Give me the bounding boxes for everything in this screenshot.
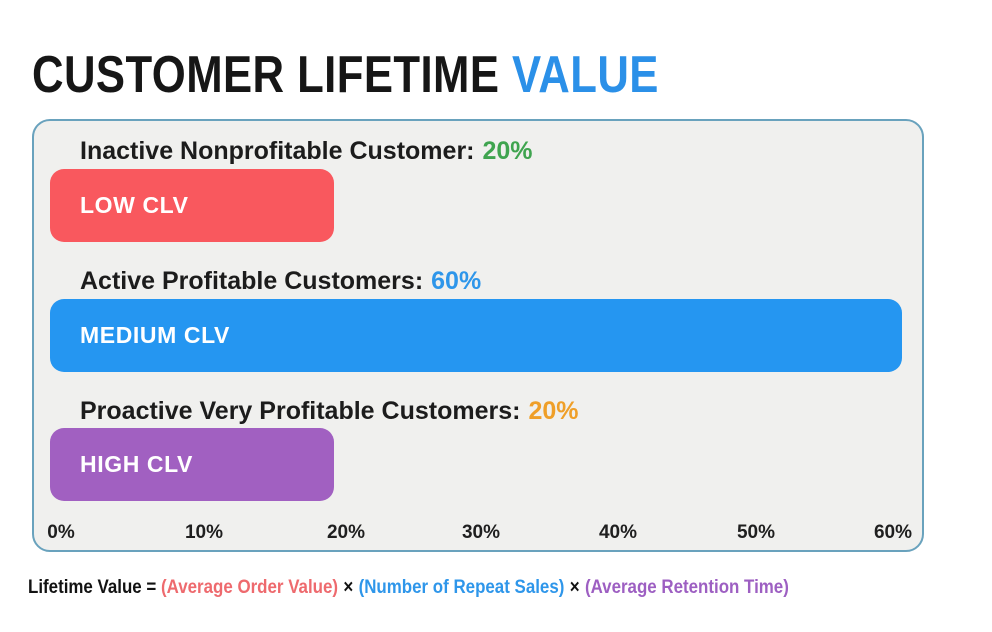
multiply-sign: × xyxy=(343,577,354,598)
row-label-medium-clv: Active Profitable Customers: 60% xyxy=(80,267,481,295)
bar-medium-clv: MEDIUM CLV xyxy=(50,299,902,372)
lifetime-value-formula: Lifetime Value = (Average Order Value) ×(… xyxy=(28,578,789,597)
clv-chart-panel: Inactive Nonprofitable Customer: 20% LOW … xyxy=(32,119,924,552)
row-label-low-clv: Inactive Nonprofitable Customer: 20% xyxy=(80,137,533,165)
x-axis-tick: 50% xyxy=(736,522,776,543)
bar-label: HIGH CLV xyxy=(80,451,193,477)
bar-high-clv: HIGH CLV xyxy=(50,428,334,501)
formula-prefix: Lifetime Value = xyxy=(28,577,157,598)
x-axis-tick: 60% xyxy=(873,522,913,543)
formula-term-average-order-value: (Average Order Value) xyxy=(160,577,339,598)
row-value: 20% xyxy=(482,137,533,165)
row-label-text: Active Profitable Customers: xyxy=(80,267,424,295)
x-axis-tick: 40% xyxy=(598,522,638,543)
bar-label: LOW CLV xyxy=(80,192,189,218)
x-axis-tick: 20% xyxy=(326,522,366,543)
page-title-accent: VALUE xyxy=(511,46,659,104)
row-label-text: Proactive Very Profitable Customers: xyxy=(80,397,521,425)
page-title-main: CUSTOMER LIFETIME xyxy=(32,46,500,104)
row-label-high-clv: Proactive Very Profitable Customers: 20% xyxy=(80,397,579,425)
formula-term-average-retention-time: (Average Retention Time) xyxy=(584,577,789,598)
row-value: 60% xyxy=(431,267,482,295)
x-axis: 0% 10% 20% 30% 40% 50% 60% xyxy=(34,522,922,546)
row-label-text: Inactive Nonprofitable Customer: xyxy=(80,137,475,165)
multiply-sign: × xyxy=(569,577,580,598)
formula-term-number-of-repeat-sales: (Number of Repeat Sales) xyxy=(358,577,565,598)
x-axis-tick: 0% xyxy=(47,522,75,543)
row-value: 20% xyxy=(528,397,579,425)
x-axis-tick: 10% xyxy=(184,522,224,543)
bar-low-clv: LOW CLV xyxy=(50,169,334,242)
x-axis-tick: 30% xyxy=(461,522,501,543)
bar-label: MEDIUM CLV xyxy=(80,322,230,348)
page-title: CUSTOMER LIFETIME VALUE xyxy=(32,49,659,101)
